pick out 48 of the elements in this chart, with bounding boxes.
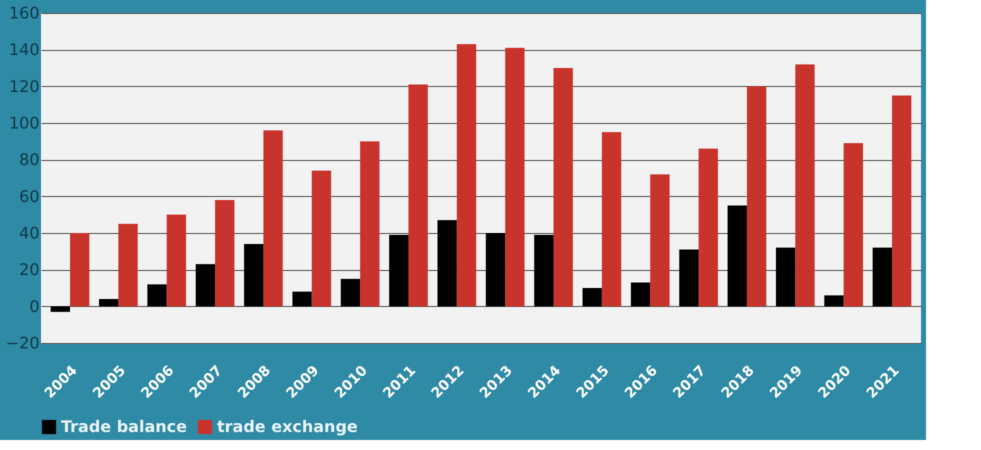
bar <box>166 214 186 306</box>
bar <box>99 299 118 306</box>
bar <box>215 200 234 306</box>
bar <box>263 130 283 306</box>
bar <box>505 48 525 306</box>
y-tick-label: 40 <box>19 224 40 242</box>
bar <box>602 132 622 306</box>
bar <box>554 68 573 306</box>
bar <box>340 278 360 306</box>
bar <box>650 174 670 306</box>
y-tick-label: 60 <box>19 186 40 206</box>
bar <box>437 220 457 306</box>
y-tick-label: 0 <box>29 296 40 316</box>
bar <box>795 64 815 306</box>
bar <box>844 143 863 306</box>
bar <box>824 295 844 306</box>
bar <box>389 234 408 306</box>
bar <box>408 84 428 306</box>
legend-label: trade exchange <box>217 417 358 436</box>
bar <box>70 233 90 306</box>
y-tick-label: 100 <box>8 114 40 132</box>
bar <box>292 292 312 306</box>
bar <box>312 170 332 306</box>
y-tick-label: 20 <box>19 260 40 280</box>
bar <box>698 148 718 306</box>
bar <box>244 244 264 306</box>
legend-label: Trade balance <box>61 417 188 436</box>
y-tick-label: 160 <box>8 4 40 22</box>
bar <box>872 248 892 306</box>
bar <box>746 86 766 306</box>
bar <box>147 284 167 306</box>
bar <box>118 224 138 306</box>
bar <box>486 233 506 306</box>
bar <box>679 250 699 306</box>
bar <box>50 306 70 312</box>
bar <box>196 264 216 306</box>
y-tick-label: 80 <box>19 150 40 170</box>
bar <box>360 141 380 306</box>
bar <box>728 206 747 306</box>
bar <box>892 96 912 306</box>
bar <box>776 248 796 306</box>
bar <box>456 44 476 306</box>
bar <box>630 282 650 306</box>
y-tick-label: −20 <box>6 334 40 352</box>
y-tick-label: 140 <box>8 40 40 60</box>
bar <box>582 288 602 306</box>
bar <box>534 234 554 306</box>
y-tick-label: 120 <box>8 76 40 96</box>
